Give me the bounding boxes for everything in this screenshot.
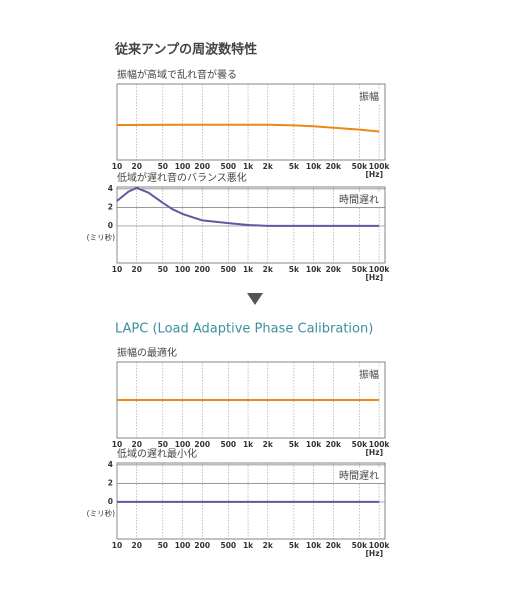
plot-frame	[116, 83, 386, 161]
x-tick-label: 100	[175, 162, 191, 171]
annotation-bg	[356, 89, 382, 104]
x-tick-label: 500	[221, 265, 237, 274]
x-tick-label: 5k	[289, 541, 300, 550]
x-axis-label: [Hz]	[366, 170, 384, 179]
x-tick-label: 100	[175, 265, 191, 274]
x-tick-label: 20	[132, 541, 142, 550]
x-tick-label: 10	[112, 162, 122, 171]
annotation-bg	[336, 193, 382, 207]
x-tick-label: 20k	[326, 265, 342, 274]
x-tick-label: 50k	[352, 541, 368, 550]
section-title: 従来アンプの周波数特性	[114, 42, 257, 58]
x-tick-label: 20	[132, 440, 142, 449]
x-tick-label: 200	[194, 265, 210, 274]
y-tick-label: 0	[108, 497, 113, 506]
x-tick-label: 20	[132, 265, 142, 274]
annotation: 振幅	[359, 368, 379, 381]
x-tick-label: 2k	[263, 541, 274, 550]
x-tick-label: 100k	[369, 162, 391, 171]
down-arrow	[247, 293, 263, 305]
x-tick-label: 100	[175, 541, 191, 550]
x-tick-label: 1k	[243, 162, 254, 171]
y-tick-label: 4	[108, 184, 113, 193]
x-tick-label: 200	[194, 440, 210, 449]
x-tick-label: 50	[158, 440, 168, 449]
y-tick-label: 4	[108, 460, 113, 469]
x-tick-label: 100k	[369, 541, 391, 550]
plot-frame	[116, 186, 386, 264]
x-tick-label: 10k	[306, 440, 322, 449]
x-tick-label: 100	[175, 440, 191, 449]
x-tick-label: 2k	[263, 162, 274, 171]
x-tick-label: 10	[112, 541, 122, 550]
y-axis-label: (ミリ秒)	[87, 508, 115, 518]
x-tick-label: 100k	[369, 265, 391, 274]
x-axis-label: [Hz]	[366, 273, 384, 282]
x-tick-label: 50	[158, 162, 168, 171]
x-tick-label: 20	[132, 162, 142, 171]
x-axis-label: [Hz]	[366, 549, 384, 558]
x-tick-label: 20k	[326, 440, 342, 449]
x-tick-label: 1k	[243, 440, 254, 449]
x-tick-label: 50k	[352, 265, 368, 274]
x-tick-label: 2k	[263, 440, 274, 449]
annotation: 時間遅れ	[339, 194, 379, 206]
x-tick-label: 100k	[369, 440, 391, 449]
x-tick-label: 2k	[263, 265, 274, 274]
x-tick-label: 20k	[326, 162, 342, 171]
y-tick-label: 2	[108, 478, 113, 487]
x-tick-label: 50k	[352, 162, 368, 171]
x-tick-label: 1k	[243, 265, 254, 274]
x-tick-label: 5k	[289, 162, 300, 171]
x-tick-label: 500	[221, 440, 237, 449]
x-tick-label: 5k	[289, 265, 300, 274]
y-tick-label: 0	[108, 221, 113, 230]
chart-title: 低域が遅れ音のバランス悪化	[117, 171, 247, 184]
chart-title: 低域の遅れ最小化	[117, 447, 197, 460]
chart-title: 振幅が高域で乱れ音が曇る	[117, 68, 237, 81]
annotation-bg	[356, 367, 382, 382]
annotation: 時間遅れ	[339, 470, 379, 482]
x-tick-label: 50k	[352, 440, 368, 449]
x-axis-label: [Hz]	[366, 448, 384, 457]
x-tick-label: 10k	[306, 541, 322, 550]
x-tick-label: 50	[158, 265, 168, 274]
x-tick-label: 500	[221, 541, 237, 550]
x-tick-label: 5k	[289, 440, 300, 449]
x-tick-label: 20k	[326, 541, 342, 550]
chart-title: 振幅の最適化	[117, 346, 177, 359]
section-title: LAPC (Load Adaptive Phase Calibration)	[115, 322, 373, 337]
x-tick-label: 200	[194, 162, 210, 171]
x-tick-label: 1k	[243, 541, 254, 550]
x-tick-label: 10k	[306, 265, 322, 274]
x-tick-label: 10	[112, 265, 122, 274]
y-axis-label: (ミリ秒)	[87, 232, 115, 242]
y-tick-label: 2	[108, 202, 113, 211]
data-line	[116, 186, 380, 227]
x-tick-label: 50	[158, 541, 168, 550]
annotation: 振幅	[359, 90, 379, 103]
annotation-bg	[336, 469, 382, 483]
x-tick-label: 10	[112, 440, 122, 449]
data-line	[116, 123, 380, 133]
x-tick-label: 10k	[306, 162, 322, 171]
x-tick-label: 200	[194, 541, 210, 550]
x-tick-label: 500	[221, 162, 237, 171]
